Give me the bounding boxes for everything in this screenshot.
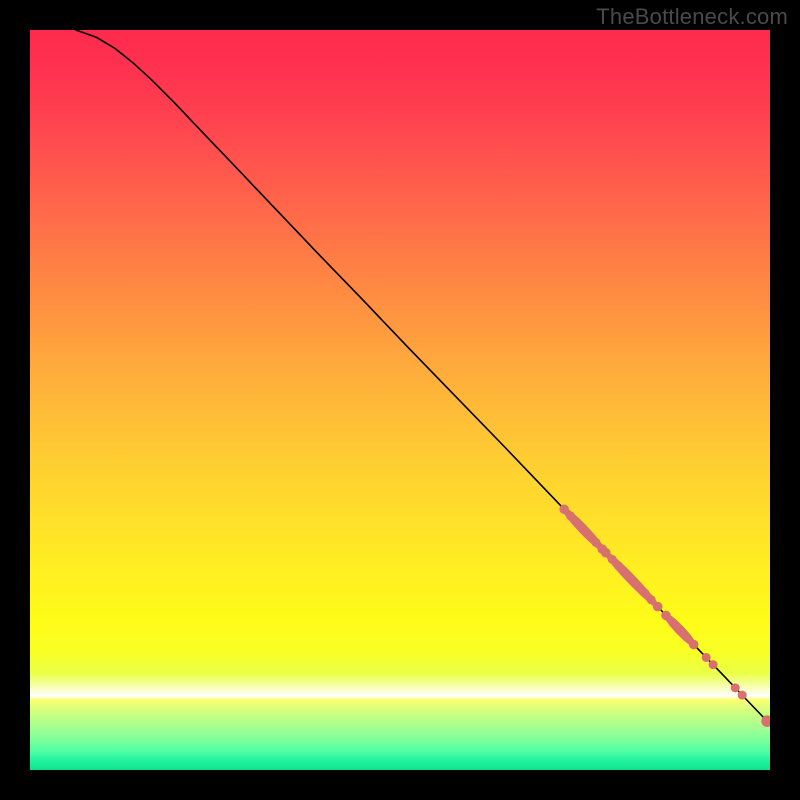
gradient-background — [30, 30, 770, 770]
data-marker — [627, 575, 636, 584]
data-marker — [585, 531, 594, 540]
data-marker — [608, 555, 617, 564]
data-marker — [591, 538, 600, 547]
watermark-text: TheBottleneck.com — [596, 4, 788, 30]
data-marker — [579, 525, 588, 534]
plot-area — [30, 30, 770, 770]
data-marker — [738, 691, 747, 700]
data-marker — [675, 626, 684, 635]
data-marker — [640, 588, 649, 597]
data-marker — [702, 653, 711, 662]
data-marker — [566, 511, 575, 520]
data-marker — [731, 683, 740, 692]
data-marker — [653, 602, 663, 612]
plot-svg — [30, 30, 770, 770]
data-marker — [572, 518, 581, 527]
data-marker — [614, 562, 623, 571]
data-marker — [634, 582, 643, 591]
data-marker — [682, 633, 691, 642]
data-marker — [601, 548, 611, 558]
data-marker — [709, 660, 718, 669]
chart-container: TheBottleneck.com — [0, 0, 800, 800]
data-marker — [668, 618, 677, 627]
data-marker — [689, 640, 699, 650]
data-marker — [661, 611, 671, 621]
data-marker — [621, 568, 630, 577]
data-marker — [647, 595, 656, 604]
